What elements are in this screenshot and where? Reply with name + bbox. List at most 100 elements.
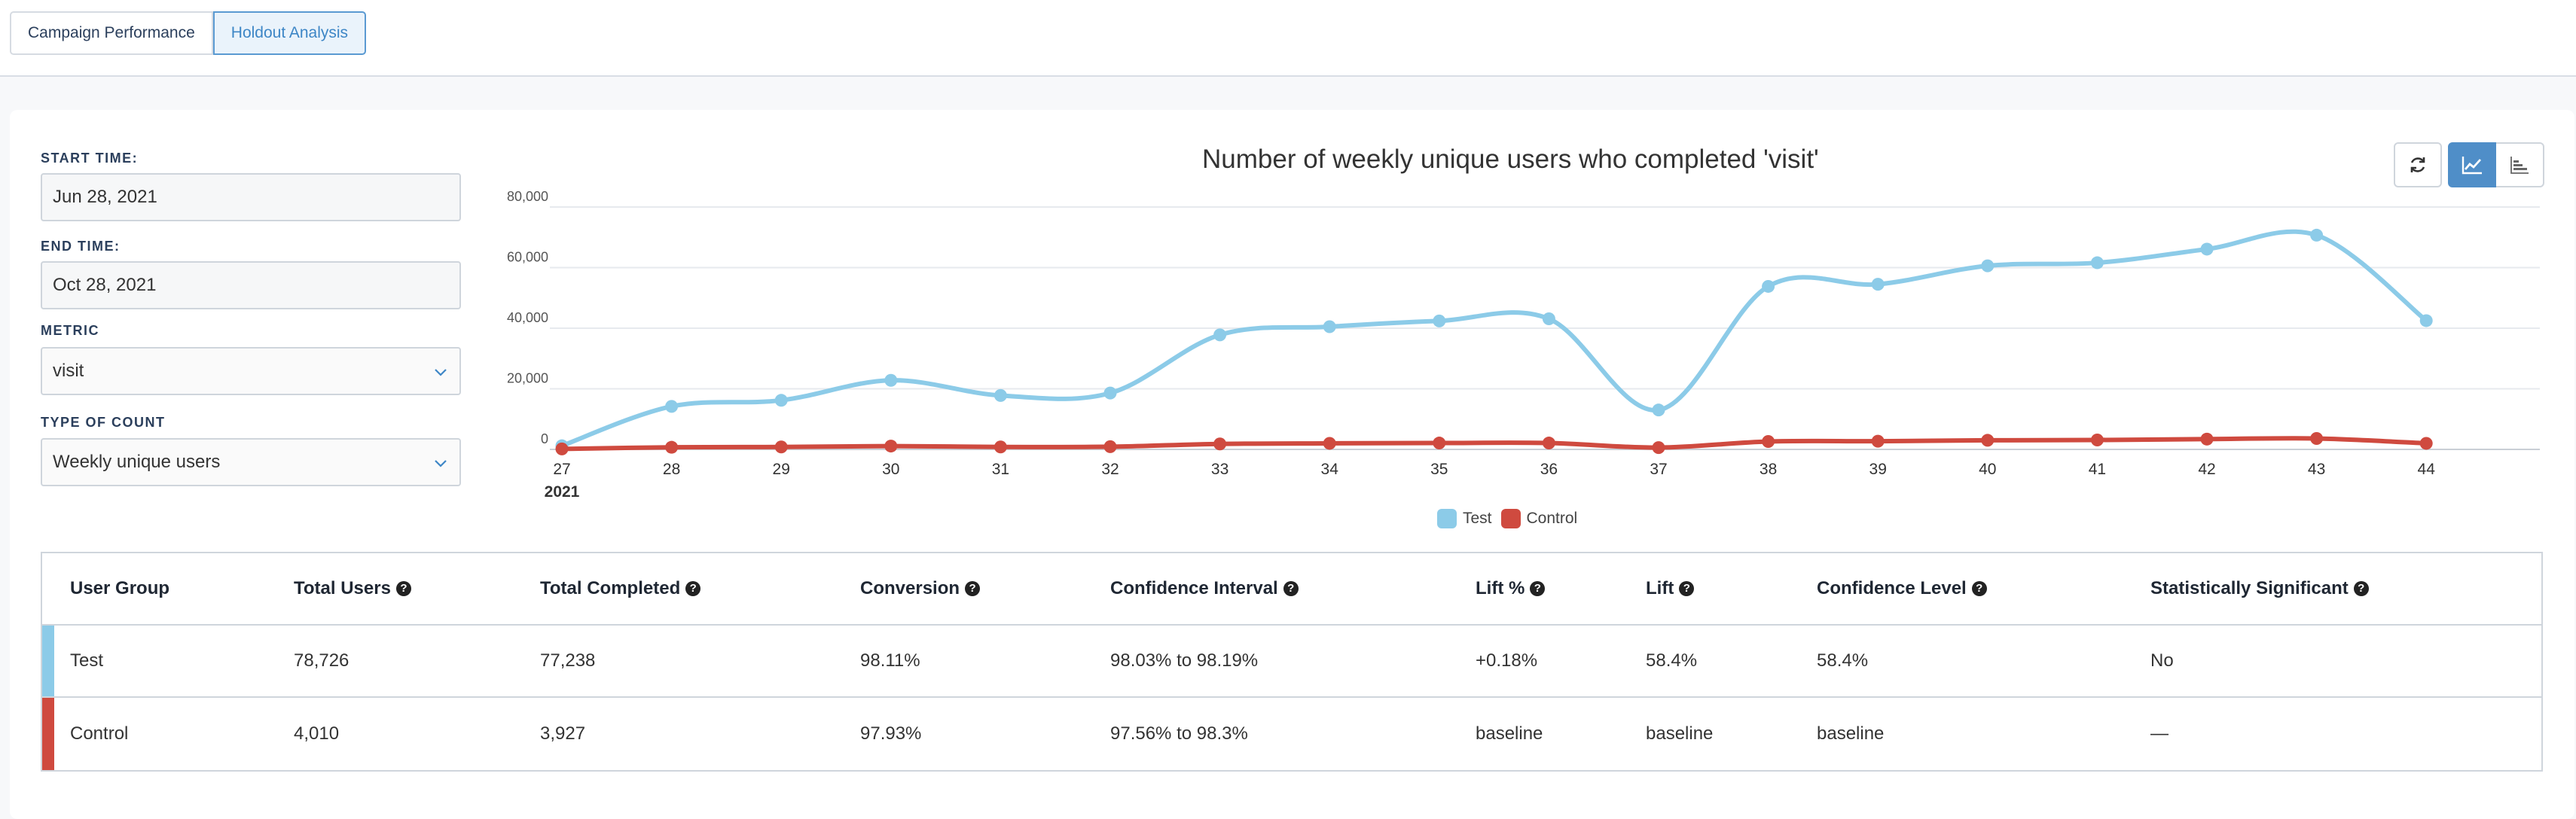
x-tick-label: 44 xyxy=(2418,461,2436,478)
help-icon[interactable]: ? xyxy=(685,581,701,596)
x-tick-label: 28 xyxy=(663,461,680,478)
cell-total-users: 78,726 xyxy=(294,650,349,671)
cell-lift: 58.4% xyxy=(1646,650,1698,671)
type-of-count-select[interactable]: Weekly unique users xyxy=(41,438,461,486)
series-line-control xyxy=(560,436,2429,452)
bar-chart-button[interactable] xyxy=(2496,142,2544,187)
header-statistically-significant: Statistically Significant? xyxy=(2150,553,2369,624)
legend-item-control[interactable]: Control xyxy=(1500,509,1578,528)
x-tick-label: 30 xyxy=(882,461,899,478)
cell-lift: baseline xyxy=(1646,723,1714,744)
data-point-test xyxy=(2310,228,2324,242)
data-point-control xyxy=(993,440,1007,454)
header-user-group: User Group xyxy=(70,578,170,598)
x-tick-label: 35 xyxy=(1430,461,1448,478)
data-point-test xyxy=(1762,279,1775,293)
data-point-test xyxy=(2200,242,2214,256)
data-point-test xyxy=(774,394,788,407)
y-tick-label: 80,000 xyxy=(507,189,548,204)
metric-select[interactable]: visit xyxy=(41,347,461,395)
cell-statistically-significant: — xyxy=(2150,723,2169,744)
help-icon[interactable]: ? xyxy=(1679,581,1695,596)
data-point-control xyxy=(774,440,788,454)
x-tick-label: 38 xyxy=(1760,461,1777,478)
metric-label: METRIC xyxy=(41,323,99,338)
data-point-test xyxy=(1103,386,1117,400)
data-point-control xyxy=(2310,432,2324,446)
data-point-test xyxy=(1981,259,1995,272)
y-tick-label: 0 xyxy=(541,431,548,446)
tab-holdout-analysis[interactable]: Holdout Analysis xyxy=(212,11,367,55)
header-confidence-interval: Confidence Interval? xyxy=(1110,553,1299,624)
header-lift: Lift? xyxy=(1646,553,1695,624)
legend-label-test: Test xyxy=(1463,510,1492,527)
tab-group: Campaign Performance Holdout Analysis xyxy=(10,11,367,55)
cell-total-completed: 3,927 xyxy=(540,723,586,744)
help-icon[interactable]: ? xyxy=(2353,581,2369,596)
x-tick-label: 33 xyxy=(1211,461,1228,478)
data-point-control xyxy=(1762,435,1775,449)
help-icon[interactable]: ? xyxy=(1283,581,1299,596)
cell-user-group: Test xyxy=(70,650,104,671)
x-tick-label: 39 xyxy=(1869,461,1887,478)
header-confidence-level: Confidence Level? xyxy=(1817,553,1987,624)
data-point-test xyxy=(1213,328,1227,342)
refresh-icon xyxy=(2410,157,2425,172)
cell-total-users: 4,010 xyxy=(294,723,340,744)
y-tick-label: 60,000 xyxy=(507,250,548,265)
data-point-control xyxy=(2090,434,2104,447)
table-row: Control 4,010 3,927 97.93% 97.56% to 98.… xyxy=(42,698,2541,770)
chart-toolbar xyxy=(2394,142,2544,187)
cell-statistically-significant: No xyxy=(2150,650,2174,671)
x-tick-label: 36 xyxy=(1540,461,1558,478)
data-point-control xyxy=(1213,437,1227,451)
x-tick-label: 37 xyxy=(1650,461,1667,478)
type-of-count-value: Weekly unique users xyxy=(53,452,221,472)
cell-confidence-level: baseline xyxy=(1817,723,1885,744)
header-conversion: Conversion? xyxy=(860,553,981,624)
cell-confidence-level: 58.4% xyxy=(1817,650,1869,671)
help-icon[interactable]: ? xyxy=(965,581,981,596)
x-year-label: 2021 xyxy=(545,483,580,501)
x-tick-label: 41 xyxy=(2089,461,2106,478)
data-point-control xyxy=(1433,437,1446,450)
cell-conversion: 97.93% xyxy=(860,723,922,744)
chevron-down-icon xyxy=(435,369,447,376)
cell-lift-percent: +0.18% xyxy=(1476,650,1538,671)
legend-label-control: Control xyxy=(1526,510,1578,527)
help-icon[interactable]: ? xyxy=(395,581,411,596)
y-tick-label: 20,000 xyxy=(507,371,548,386)
x-tick-label: 27 xyxy=(553,461,570,478)
data-point-control xyxy=(1871,434,1885,448)
results-table: User Group Total Users? Total Completed?… xyxy=(41,552,2543,772)
x-tick-label: 43 xyxy=(2308,461,2325,478)
cell-lift-percent: baseline xyxy=(1476,723,1543,744)
row-color-indicator xyxy=(42,626,54,696)
header-total-users: Total Users? xyxy=(294,553,411,624)
line-chart: 0 20,000 40,000 60,000 80,000 27 28 29 30 31 32 33 3… xyxy=(507,189,2540,501)
top-bar: Campaign Performance Holdout Analysis xyxy=(0,0,2576,77)
line-chart-button[interactable] xyxy=(2448,142,2496,187)
data-point-control xyxy=(1103,440,1117,453)
legend-swatch-control xyxy=(1500,509,1521,528)
start-time-input[interactable]: Jun 28, 2021 xyxy=(41,173,461,221)
data-point-control xyxy=(665,440,679,454)
chart-title: Number of weekly unique users who comple… xyxy=(1202,145,1819,174)
x-tick-label: 29 xyxy=(773,461,790,478)
end-time-label: END TIME: xyxy=(41,239,121,254)
data-point-control xyxy=(1981,434,1995,447)
start-time-label: START TIME: xyxy=(41,151,139,166)
end-time-input[interactable]: Oct 28, 2021 xyxy=(41,261,461,309)
refresh-button[interactable] xyxy=(2394,142,2442,187)
tab-campaign-performance[interactable]: Campaign Performance xyxy=(10,11,213,55)
data-point-control xyxy=(1652,441,1665,455)
data-point-control xyxy=(1323,437,1336,450)
data-point-test xyxy=(2090,256,2104,269)
series-line-test xyxy=(560,229,2429,449)
x-tick-label: 31 xyxy=(992,461,1009,478)
help-icon[interactable]: ? xyxy=(1971,581,1987,596)
legend-item-test[interactable]: Test xyxy=(1437,509,1492,528)
help-icon[interactable]: ? xyxy=(1530,581,1546,596)
header-total-completed: Total Completed? xyxy=(540,553,701,624)
metric-value: visit xyxy=(53,361,84,381)
